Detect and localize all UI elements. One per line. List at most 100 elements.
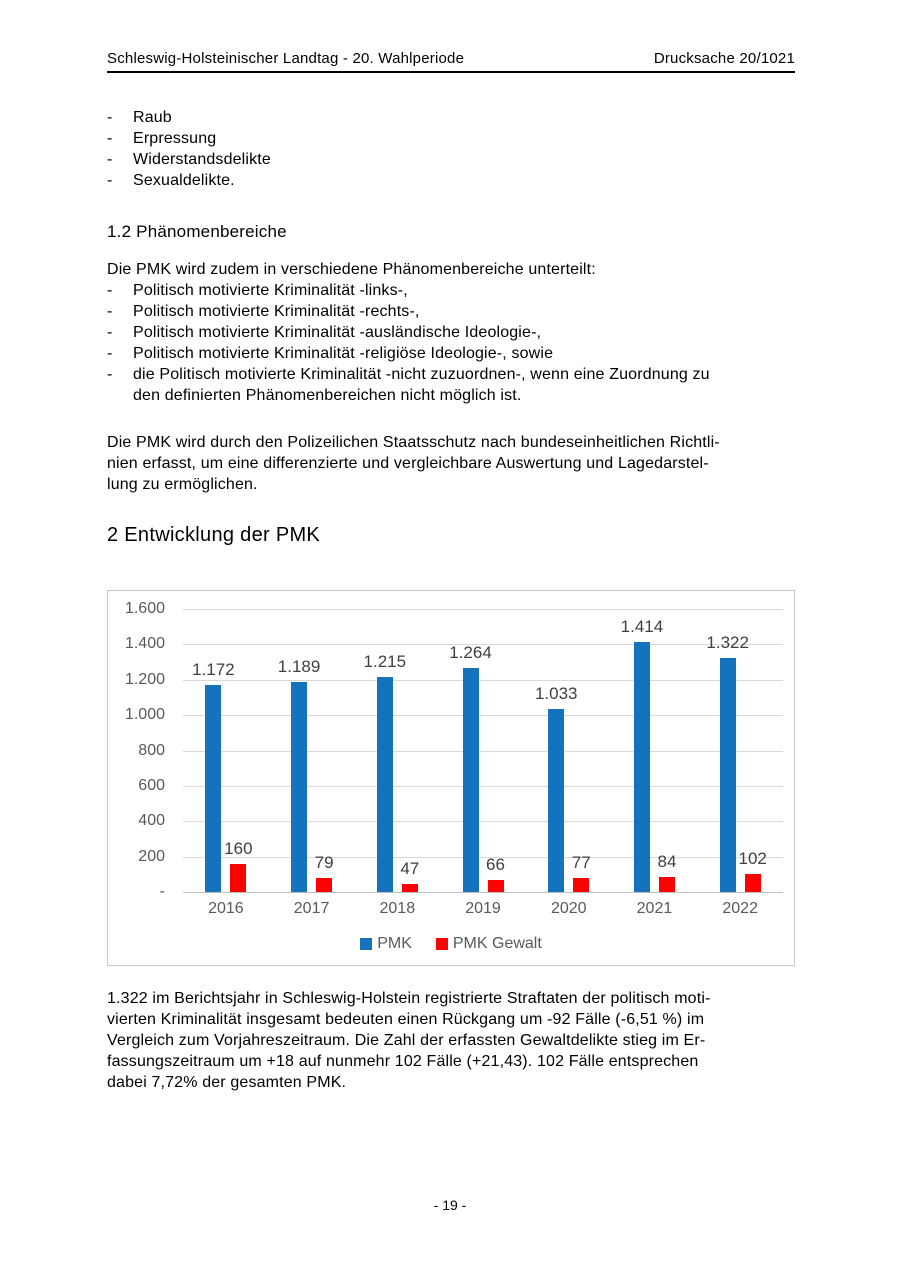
y-axis-tick-label: 800	[138, 741, 165, 759]
header-right: Drucksache 20/1021	[653, 50, 795, 67]
paragraph-line: vierten Kriminalität insgesamt bedeuten …	[107, 1011, 705, 1028]
bar-group: 1.414 84	[612, 609, 698, 892]
list-item-text: Widerstandsdelikte	[133, 151, 271, 168]
list-item-text: Politisch motivierte Kriminalität -recht…	[133, 303, 420, 320]
bar-value-label: 160	[224, 838, 253, 858]
bar-column: 1.322	[706, 609, 749, 892]
x-axis-label: 2019	[465, 900, 501, 917]
list-item: - die Politisch motivierte Kriminalität -…	[107, 364, 795, 385]
pmk-gewalt-bar	[487, 880, 504, 892]
bar-value-label: 102	[738, 848, 767, 868]
list-item: - Sexualdelikte.	[107, 170, 795, 191]
list-item-text: Sexualdelikte.	[133, 172, 235, 189]
bar-value-label: 79	[314, 853, 334, 873]
gridline	[183, 892, 783, 893]
pmk-bar	[633, 641, 650, 892]
delikte-list: - Raub - Erpressung - Widerstandsdelikte - Sexu…	[107, 107, 795, 191]
paragraph-line: dabei 7,72% der gesamten PMK.	[107, 1074, 347, 1091]
legend-swatch-icon	[360, 938, 373, 950]
list-bullet: -	[107, 172, 113, 189]
legend-label: PMK Gewalt	[452, 935, 542, 952]
list-bullet: -	[107, 324, 113, 341]
bar-group: 1.215 47	[354, 609, 440, 892]
bar-column: 47	[400, 609, 420, 892]
bar-column: 1.264	[449, 609, 492, 892]
list-item: - Politisch motivierte Kriminalität -rech…	[107, 301, 795, 322]
pmk-bar	[205, 684, 222, 892]
list-bullet: -	[107, 366, 113, 383]
gridline	[183, 750, 783, 752]
bar-value-label: 66	[486, 855, 505, 875]
bar-value-label: 77	[571, 853, 591, 873]
pmk-bar	[719, 658, 736, 892]
bar-group: 1.172 160	[183, 609, 269, 892]
bar-column: 84	[657, 609, 677, 892]
bar-value-label: 84	[657, 852, 677, 872]
bar-column: 1.189	[278, 609, 320, 892]
gridline	[183, 609, 783, 610]
pmk-gewalt-bar	[744, 873, 761, 892]
list-item: - Politisch motivierte Kriminalität -ausl…	[107, 322, 795, 343]
bar-column: 77	[571, 609, 591, 892]
page-header: Schleswig-Holsteinischer Landtag - 20. W…	[107, 50, 795, 73]
y-axis-tick-label: 200	[138, 847, 165, 865]
gridline	[183, 821, 783, 823]
bar-column: 1.033	[535, 609, 578, 892]
bar-value-label: 1.322	[706, 633, 749, 653]
y-axis-tick-label: 1.000	[124, 706, 165, 724]
list-item: - Widerstandsdelikte	[107, 149, 795, 170]
list-item-text: Raub	[133, 109, 172, 126]
pmk-bar	[462, 668, 479, 892]
paragraph-line: Die PMK wird durch den Polizeilichen Sta…	[107, 434, 720, 451]
y-axis-tick-label: -	[159, 883, 165, 900]
bar-column: 79	[314, 609, 334, 892]
legend-label: PMK	[377, 935, 412, 952]
list-item: - Politisch motivierte Kriminalität -link…	[107, 280, 795, 301]
chart-legend: PMK PMK Gewalt	[108, 935, 794, 953]
list-item: den definierten Phänomenbereichen nicht …	[107, 385, 795, 406]
legend-item: PMK Gewalt	[435, 935, 542, 953]
paragraph-line: 1.322 im Berichtsjahr in Schleswig-Holst…	[107, 990, 711, 1007]
list-item-text: Erpressung	[133, 130, 217, 147]
list-bullet: -	[107, 130, 113, 147]
bar-value-label: 1.264	[449, 643, 492, 663]
list-item-text: die Politisch motivierte Kriminalität -n…	[133, 366, 710, 383]
list-bullet: -	[107, 303, 113, 320]
section-heading-2: 2 Entwicklung der PMK	[107, 524, 321, 546]
y-axis-tick-label: 600	[138, 776, 165, 794]
gridline	[183, 856, 783, 858]
list-bullet: -	[107, 282, 113, 299]
pmk-bar	[376, 677, 393, 892]
paragraph-line: lung zu ermöglichen.	[107, 476, 258, 493]
gridline	[183, 785, 783, 787]
bar-column: 66	[486, 609, 505, 892]
chart-bars: 1.172 160 1.189 79 1.215 47 1.264 66 1.033 77 1.41…	[183, 609, 783, 892]
paragraph-line: Vergleich zum Vorjahreszeitraum. Die Zah…	[107, 1032, 706, 1049]
list-item-text: Politisch motivierte Kriminalität -auslä…	[133, 324, 542, 341]
phaenomen-list: - Politisch motivierte Kriminalität -link…	[107, 280, 795, 406]
bar-group: 1.322 102	[697, 609, 783, 892]
list-item-text: den definierten Phänomenbereichen nicht …	[133, 387, 522, 404]
pmk-gewalt-bar	[316, 878, 333, 892]
gridline	[183, 644, 783, 646]
list-item: - Erpressung	[107, 128, 795, 149]
phaenomen-intro: Die PMK wird zudem in verschiedene Phäno…	[107, 261, 596, 278]
x-axis-label: 2021	[636, 900, 673, 917]
pmk-gewalt-bar	[573, 878, 590, 892]
pmk-gewalt-bar	[658, 877, 675, 892]
list-bullet: -	[107, 109, 113, 126]
y-axis-tick-label: 1.600	[124, 600, 165, 617]
pmk-bar-chart: 1.600 1.400 1.200 1.000 800 600 400 200- 1.172 1…	[107, 590, 795, 966]
list-bullet: -	[107, 151, 113, 168]
bar-group: 1.264 66	[440, 609, 526, 892]
bar-value-label: 47	[400, 858, 420, 878]
x-axis-label: 2016	[208, 900, 244, 917]
bar-column: 1.215	[364, 609, 406, 892]
pmk-gewalt-bar	[230, 863, 247, 892]
section-heading-1-2: 1.2 Phänomenbereiche	[107, 222, 287, 241]
list-item: - Politisch motivierte Kriminalität -reli…	[107, 343, 795, 364]
bar-column: 102	[738, 609, 767, 892]
bar-value-label: 1.033	[534, 684, 578, 704]
bar-value-label: 1.189	[277, 656, 321, 676]
